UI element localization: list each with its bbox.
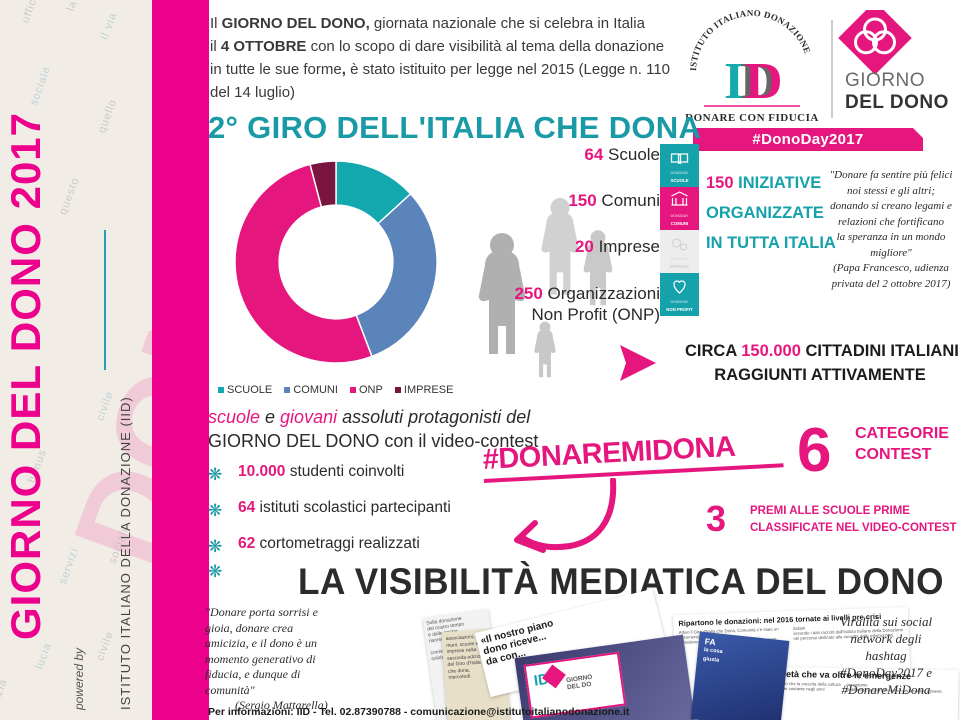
svg-text:SCUOLE: SCUOLE (671, 178, 689, 183)
svg-text:DONARE CON FIDUCIA: DONARE CON FIDUCIA (685, 112, 819, 124)
svg-text:DEL DONO: DEL DONO (845, 92, 949, 113)
svg-text:COMUNI: COMUNI (671, 221, 688, 226)
svg-text:DONODAY: DONODAY (671, 257, 690, 261)
svg-text:DONODAY: DONODAY (671, 214, 690, 218)
svg-text:GIORNO: GIORNO (845, 70, 925, 91)
svg-text:IMPRESE: IMPRESE (670, 264, 689, 269)
svg-text:NON PROFIT: NON PROFIT (666, 307, 693, 312)
svg-text:DONODAY: DONODAY (671, 171, 690, 175)
svg-text:D: D (745, 53, 783, 110)
svg-text:DONODAY: DONODAY (671, 300, 690, 304)
